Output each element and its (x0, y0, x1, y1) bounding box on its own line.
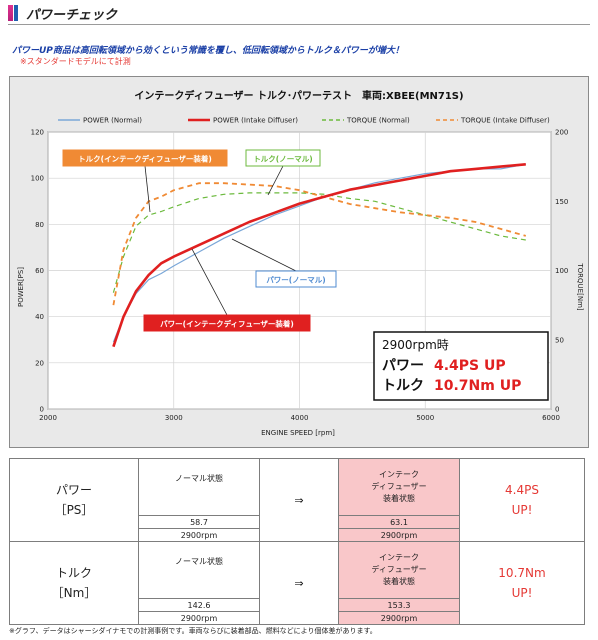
y2-tick-label: 150 (555, 198, 568, 206)
result-box: 2900rpm時 パワー 4.4PS UP トルク 10.7Nm UP (373, 331, 549, 401)
power-mod-label-cell: インテーク ディフューザー 装着状態 (338, 458, 460, 516)
x-tick-label: 2000 (39, 414, 57, 422)
torque-cat-cell: トルク ［Nm］ (9, 541, 139, 625)
header-divider (8, 24, 590, 25)
callout-pointer-3 (191, 248, 228, 316)
legend-label-0: POWER (Normal) (83, 117, 142, 125)
torque-mod-label-2: ディフューザー (371, 565, 427, 574)
torque-mod-label-3: 装着状態 (383, 577, 415, 586)
result-box-power-label: パワー (382, 358, 424, 374)
torque-gain-up: UP! (511, 586, 533, 600)
callout-group: トルク(インテークディフューザー装着) トルク(ノーマル) パワー(ノーマル) パワー… (62, 149, 337, 332)
legend-label-2: TORQUE (Normal) (346, 117, 410, 125)
power-mod-label-1: インテーク (379, 470, 419, 479)
result-box-head: 2900rpm時 (382, 338, 449, 352)
callout-box-3 (143, 314, 311, 332)
callout-label-1: トルク(ノーマル) (253, 154, 312, 164)
y2-tick-label: 50 (555, 336, 564, 344)
y2-axis-label: TORQUE[Nm] (576, 262, 584, 310)
torque-normal-rpm: 2900rpm (138, 611, 260, 625)
header-accent-bar-blue (14, 5, 18, 21)
power-arrow: ⇒ (259, 458, 339, 542)
callout-label-2: パワー(ノーマル) (266, 275, 325, 285)
y2-tick-label: 200 (555, 129, 568, 137)
section-title: パワーチェック (26, 8, 118, 23)
power-mod-rpm: 2900rpm (338, 528, 460, 542)
series-line-3 (112, 182, 527, 306)
header-accent-bar (8, 5, 13, 21)
lead-note: ※スタンダードモデルにて計測 (20, 57, 131, 66)
torque-arrow: ⇒ (259, 541, 339, 625)
x-axis-label: ENGINE SPEED [rpm] (261, 429, 335, 437)
torque-normal-label: ノーマル状態 (138, 541, 260, 599)
legend-label-3: TORQUE (Intake Diffuser) (460, 117, 550, 125)
power-normal-label: ノーマル状態 (138, 458, 260, 516)
torque-mod-value: 153.3 (338, 598, 460, 612)
x-tick-label: 3000 (165, 414, 183, 422)
callout-pointer-2 (231, 238, 297, 272)
y-tick-label: 60 (35, 267, 44, 275)
y2-tick-label: 100 (555, 267, 568, 275)
torque-gain-value: 10.7Nm (498, 566, 546, 580)
x-tick-label: 6000 (542, 414, 560, 422)
torque-unit-label: ［Nm］ (51, 586, 97, 600)
y-tick-label: 20 (35, 359, 44, 367)
power-gain-value: 4.4PS (505, 483, 539, 497)
callout-box-2 (255, 270, 337, 288)
torque-normal-value: 142.6 (138, 598, 260, 612)
legend-label-1: POWER (Intake Diffuser) (213, 117, 298, 125)
callout-box-1 (245, 149, 321, 167)
power-cat-cell: パワー ［PS］ (9, 458, 139, 542)
y-tick-label: 0 (40, 406, 44, 414)
y-tick-label: 80 (35, 221, 44, 229)
torque-gain-cell: 10.7Nm UP! (459, 541, 585, 625)
series-line-1 (112, 163, 526, 348)
y-tick-label: 120 (31, 129, 44, 137)
torque-mod-label-cell: インテーク ディフューザー 装着状態 (338, 541, 460, 599)
x-tick-label: 5000 (416, 414, 434, 422)
callout-pointer-1 (267, 165, 284, 196)
x-tick-label: 4000 (291, 414, 309, 422)
series-line-2 (112, 192, 526, 293)
power-cat-label: パワー (55, 483, 92, 497)
torque-mod-rpm: 2900rpm (338, 611, 460, 625)
power-torque-chart: インテークディフューザー トルク･パワーテスト 車両:XBEE(MN71S) P… (17, 89, 584, 437)
y-tick-label: 40 (35, 313, 44, 321)
torque-mod-label-1: インテーク (379, 553, 419, 562)
y2-tick-label: 0 (555, 406, 559, 414)
result-box-torque-label: トルク (382, 378, 424, 394)
lead-text: パワーUP商品は高回転領域から効くという常識を覆し、低回転領域からトルク＆パワー… (12, 46, 404, 56)
callout-pointer-0 (144, 165, 151, 213)
chart-title: インテークディフューザー トルク･パワーテスト 車両:XBEE(MN71S) (134, 89, 463, 102)
y-tick-label: 100 (31, 175, 44, 183)
power-unit-label: ［PS］ (54, 503, 94, 517)
power-mod-label-3: 装着状態 (383, 494, 415, 503)
result-box-power-value: 4.4PS UP (434, 358, 506, 374)
callout-box-0 (62, 149, 228, 167)
footnote: ※グラフ、データはシャーシダイナモでの計測事例です。車両ならびに装着部品、燃料な… (9, 627, 377, 635)
callout-label-0: トルク(インテークディフューザー装着) (78, 154, 212, 164)
power-mod-value: 63.1 (338, 515, 460, 529)
torque-comparison-table: トルク ［Nm］ ノーマル状態 ⇒ インテーク ディフューザー 装着状態 10.… (9, 541, 585, 625)
power-comparison-table: パワー ［PS］ ノーマル状態 ⇒ インテーク ディフューザー 装着状態 4.4… (9, 458, 585, 542)
power-gain-up: UP! (511, 503, 533, 517)
torque-cat-label: トルク (55, 566, 92, 580)
section-header: パワーチェック (0, 0, 598, 26)
power-normal-rpm: 2900rpm (138, 528, 260, 542)
callout-label-3: パワー(インテークディフューザー装着) (160, 319, 294, 329)
chart-frame: インテークディフューザー トルク･パワーテスト 車両:XBEE(MN71S) P… (9, 76, 589, 448)
power-mod-label-2: ディフューザー (371, 482, 427, 491)
y-axis-label: POWER[PS] (17, 267, 25, 307)
result-box-torque-value: 10.7Nm UP (434, 378, 521, 394)
chart-legend: POWER (Normal) POWER (Intake Diffuser) TOR… (58, 117, 550, 125)
power-normal-value: 58.7 (138, 515, 260, 529)
power-gain-cell: 4.4PS UP! (459, 458, 585, 542)
